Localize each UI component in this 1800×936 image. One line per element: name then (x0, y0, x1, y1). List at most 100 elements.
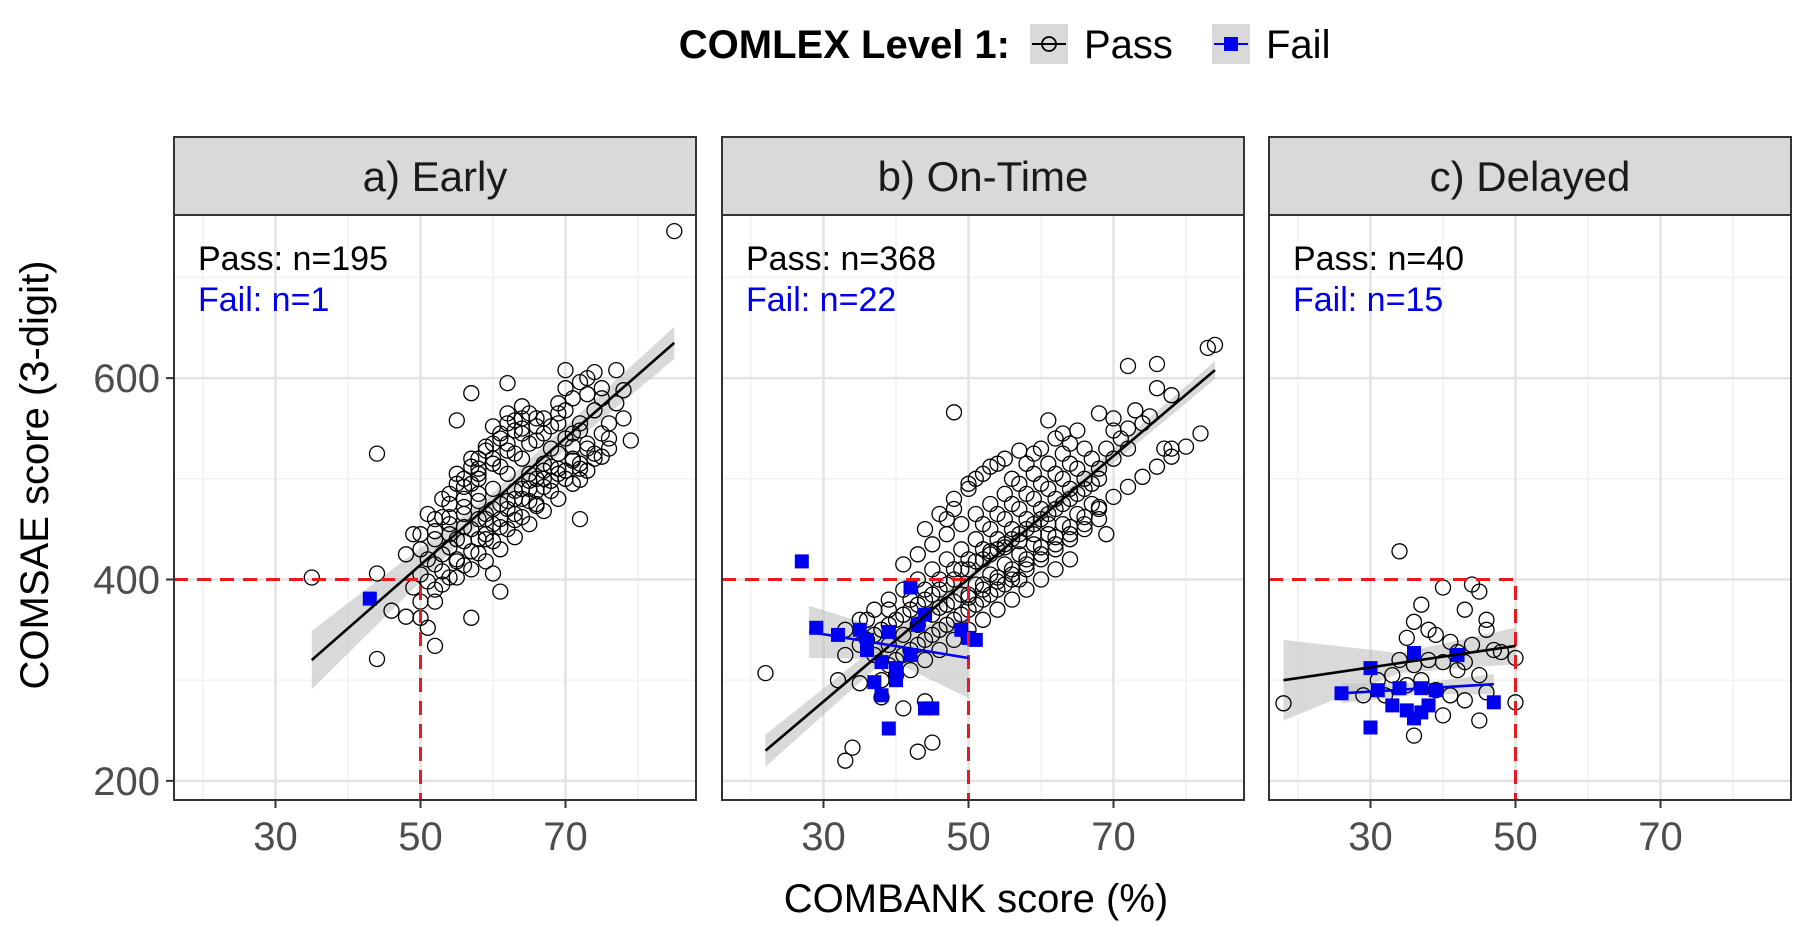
fail-point (1421, 698, 1436, 713)
panel-border (721, 214, 1245, 801)
pass-count-label: Pass: n=368 (746, 240, 936, 278)
pass-point (1405, 727, 1423, 744)
pass-point (757, 664, 774, 682)
x-tick-label: 70 (1638, 815, 1683, 859)
legend-title: COMLEX Level 1: (679, 23, 1010, 67)
pass-point (1047, 529, 1064, 546)
fail-point (1407, 646, 1421, 660)
y-tick-label: 600 (93, 357, 160, 401)
pass-point (492, 518, 509, 536)
pass-point (492, 583, 509, 600)
fail-point (874, 688, 889, 703)
pass-point (513, 490, 531, 508)
pass-point (550, 415, 567, 432)
fail-point (881, 624, 896, 639)
pass-point (535, 502, 552, 520)
pass-point (1119, 420, 1137, 437)
pass-fit-line (1283, 644, 1516, 682)
pass-point (1018, 455, 1035, 472)
pass-point (1040, 412, 1057, 429)
pass-point (1391, 543, 1408, 560)
pass-point (945, 593, 963, 610)
fail-point (794, 554, 809, 569)
cutoff-line (1269, 577, 1517, 800)
pass-point (397, 546, 415, 563)
panel-strip (721, 136, 1245, 216)
pass-point (1025, 526, 1042, 543)
pass-point (880, 591, 897, 608)
pass-point (1061, 551, 1079, 568)
pass-point (1098, 526, 1115, 543)
pass-point (967, 553, 984, 570)
pass-point (426, 531, 444, 548)
pass-point (579, 369, 596, 387)
pass-point (924, 586, 941, 603)
pass-point (1148, 355, 1166, 373)
pass-point (463, 543, 480, 560)
pass-point (1047, 465, 1064, 482)
pass-point (499, 442, 516, 459)
fail-point (1407, 711, 1421, 726)
pass-point (434, 576, 451, 593)
pass-point (1456, 601, 1473, 618)
pass-point (1434, 707, 1452, 724)
pass-point (1011, 442, 1028, 459)
legend: COMLEX Level 1: Pass Fail (679, 23, 1331, 67)
pass-point (837, 646, 854, 664)
pass-point (1478, 621, 1495, 638)
pass-point (615, 382, 632, 399)
pass-point (1134, 468, 1151, 485)
fail-point (1334, 686, 1349, 701)
pass-point (1199, 339, 1216, 357)
pass-point (1032, 475, 1050, 492)
plot-background (1269, 215, 1791, 800)
pass-point (974, 611, 992, 628)
pass-point (909, 743, 926, 760)
pass-point (938, 551, 955, 568)
pass-point (1047, 430, 1064, 447)
pass-point (931, 505, 948, 523)
fail-point (362, 591, 377, 606)
pass-point (909, 546, 926, 563)
fail-point (1428, 683, 1443, 698)
pass-point (989, 455, 1006, 472)
pass-point (1105, 410, 1122, 427)
pass-point (1076, 508, 1093, 526)
pass-point (1105, 488, 1122, 506)
pass-point (426, 637, 444, 655)
pass-point (974, 576, 992, 593)
fail-point (1486, 695, 1501, 710)
pass-point (916, 520, 934, 538)
pass-point (1492, 643, 1510, 661)
pass-point (1061, 518, 1079, 536)
pass-point (455, 470, 473, 487)
pass-point (499, 415, 516, 432)
plot-area (174, 222, 683, 800)
fail-count-label: Fail: n=1 (198, 281, 329, 319)
pass-point (996, 539, 1013, 556)
pass-point (1148, 380, 1166, 397)
panel-title: a) Early (363, 153, 508, 200)
pass-point (608, 395, 625, 412)
pass-point (535, 410, 552, 427)
pass-point (924, 536, 941, 553)
pass-point (1163, 387, 1180, 404)
x-tick-label: 50 (1493, 815, 1538, 859)
pass-point (974, 465, 992, 482)
pass-point (405, 526, 422, 543)
fail-fit-line (808, 630, 969, 660)
y-axis-title: COMSAE score (3-digit) (13, 261, 57, 690)
pass-point (945, 490, 963, 508)
pass-point (1083, 475, 1100, 492)
x-tick-label: 30 (1348, 815, 1393, 859)
pass-point (528, 482, 545, 500)
pass-point (1192, 425, 1209, 442)
pass-point (615, 410, 632, 427)
fail-point (954, 622, 969, 637)
pass-point (571, 510, 589, 528)
pass-point (1061, 455, 1079, 472)
pass-point (844, 739, 861, 756)
pass-point (441, 485, 458, 503)
